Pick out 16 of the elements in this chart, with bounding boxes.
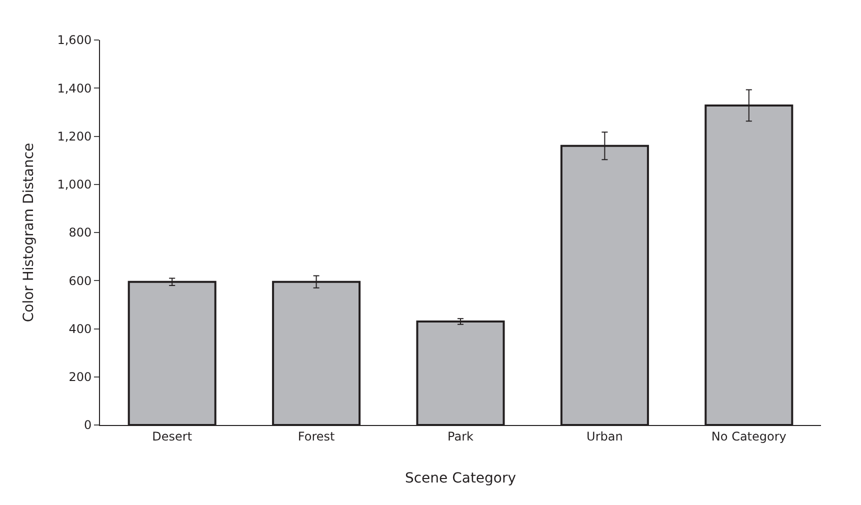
y-tick-label: 0 bbox=[84, 418, 92, 432]
x-axis-title: Scene Category bbox=[404, 470, 516, 487]
y-tick-label: 1,200 bbox=[57, 129, 92, 144]
y-tick-label: 1,000 bbox=[57, 178, 92, 192]
x-tick-label: Park bbox=[448, 429, 474, 444]
x-tick-label: Desert bbox=[152, 429, 192, 444]
x-tick-label: Forest bbox=[298, 429, 336, 444]
y-tick-label: 1,400 bbox=[57, 81, 92, 96]
y-tick-label: 600 bbox=[68, 274, 92, 288]
x-tick-label: Urban bbox=[586, 429, 623, 444]
y-tick-label: 1,600 bbox=[57, 33, 92, 48]
y-axis-title: Color Histogram Distance bbox=[20, 142, 37, 322]
y-tick-label: 400 bbox=[68, 322, 92, 336]
y-tick-label: 800 bbox=[68, 226, 92, 240]
y-tick-label: 200 bbox=[68, 370, 92, 384]
x-tick-label: No Category bbox=[711, 429, 786, 444]
